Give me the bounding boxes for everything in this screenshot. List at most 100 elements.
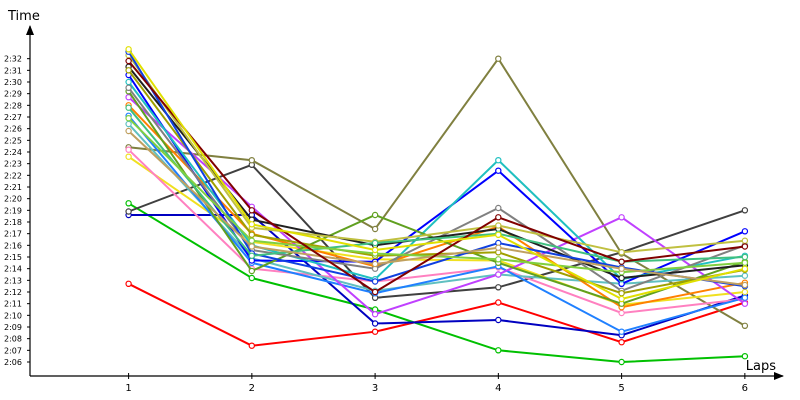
x-tick-label: 5 [618,383,624,394]
series-point [125,146,132,153]
x-ticks: 1 2 3 4 5 6 [125,373,748,394]
series-point [371,328,379,335]
series-point [248,237,255,244]
series-point [618,214,625,221]
series-point [125,127,132,135]
series-16 [125,63,749,282]
series-point [371,320,379,327]
series-point [495,156,502,164]
series-line [128,163,746,299]
series-point [741,243,749,250]
series-line [127,54,745,254]
series-point [371,278,379,285]
series-point [495,299,502,306]
series-point [741,322,749,329]
series-point [741,281,749,289]
series-layer [125,46,749,366]
series-line [127,51,746,288]
series-point [495,271,502,278]
x-tick-label: 4 [495,383,501,394]
series-point [618,290,625,297]
series-24 [125,46,749,303]
series-22 [125,127,749,289]
series-line [127,148,746,315]
y-tick-label: 2:21 [4,183,22,192]
y-tick-label: 2:10 [4,311,22,320]
x-tick-label: 6 [742,383,748,394]
series-line [128,56,746,327]
y-tick-label: 2:17 [4,230,22,239]
series-point [495,204,502,212]
series-point [125,200,132,207]
y-tick-label: 2:12 [4,288,22,297]
series-point [741,272,749,279]
y-tick-label: 2:19 [4,206,22,215]
series-point [125,46,132,53]
series-point [618,274,625,282]
series-point [248,207,255,214]
series-point [125,153,132,160]
series-point [618,339,625,346]
series-line [128,282,746,347]
series-point [371,260,379,268]
series-point [741,253,749,261]
y-ticks: 2:06 2:07 2:08 2:09 2:10 2:11 2:12 2:13 2:14 2:15… [4,55,30,367]
series-point [125,93,132,101]
series-point [741,265,749,272]
series-19 [125,48,749,290]
series-point [741,300,749,307]
series-point [618,265,625,272]
series-point [125,84,132,92]
y-tick-label: 2:16 [4,241,22,250]
series-point [495,214,502,221]
series-point [495,256,502,263]
y-tick-label: 2:31 [4,66,22,75]
series-point [248,243,255,250]
y-tick-label: 2:09 [4,323,22,332]
series-point [618,258,625,265]
y-tick-label: 2:32 [4,55,22,64]
series-point [371,211,379,219]
series-point [371,239,379,247]
y-tick-label: 2:20 [4,195,22,204]
series-point [125,57,132,65]
series-point [495,222,502,229]
series-line [128,202,745,364]
series-point [125,280,132,287]
series-point [125,104,132,111]
y-tick-label: 2:23 [4,160,22,169]
x-tick-label: 2 [249,383,255,394]
series-point [495,231,502,238]
series-point [495,55,502,62]
y-tick-label: 2:08 [4,335,22,344]
series-point [618,309,625,317]
y-tick-label: 2:11 [4,300,22,309]
series-point [248,156,255,164]
x-tick-label: 3 [372,383,378,394]
series-point [495,167,502,174]
y-tick-label: 2:27 [4,113,22,122]
y-axis-title: Time [7,9,40,24]
y-tick-label: 2:29 [4,90,22,99]
series-point [125,78,132,86]
x-tick-label: 1 [125,383,131,394]
series-point [618,328,625,335]
series-point [618,249,625,256]
series-line [127,107,745,263]
y-tick-label: 2:13 [4,276,22,285]
series-line [127,130,746,286]
series-point [741,237,749,244]
y-tick-label: 2:25 [4,136,22,145]
x-axis-title: Laps [746,359,776,374]
series-point [741,353,749,360]
series-point [371,288,379,296]
series-point [741,294,749,301]
series-point [248,221,255,228]
series-23 [125,57,749,296]
series-line [127,48,746,301]
series-line [127,115,746,333]
series-point [371,311,379,318]
y-tick-label: 2:18 [4,218,22,227]
series-21 [125,114,749,276]
